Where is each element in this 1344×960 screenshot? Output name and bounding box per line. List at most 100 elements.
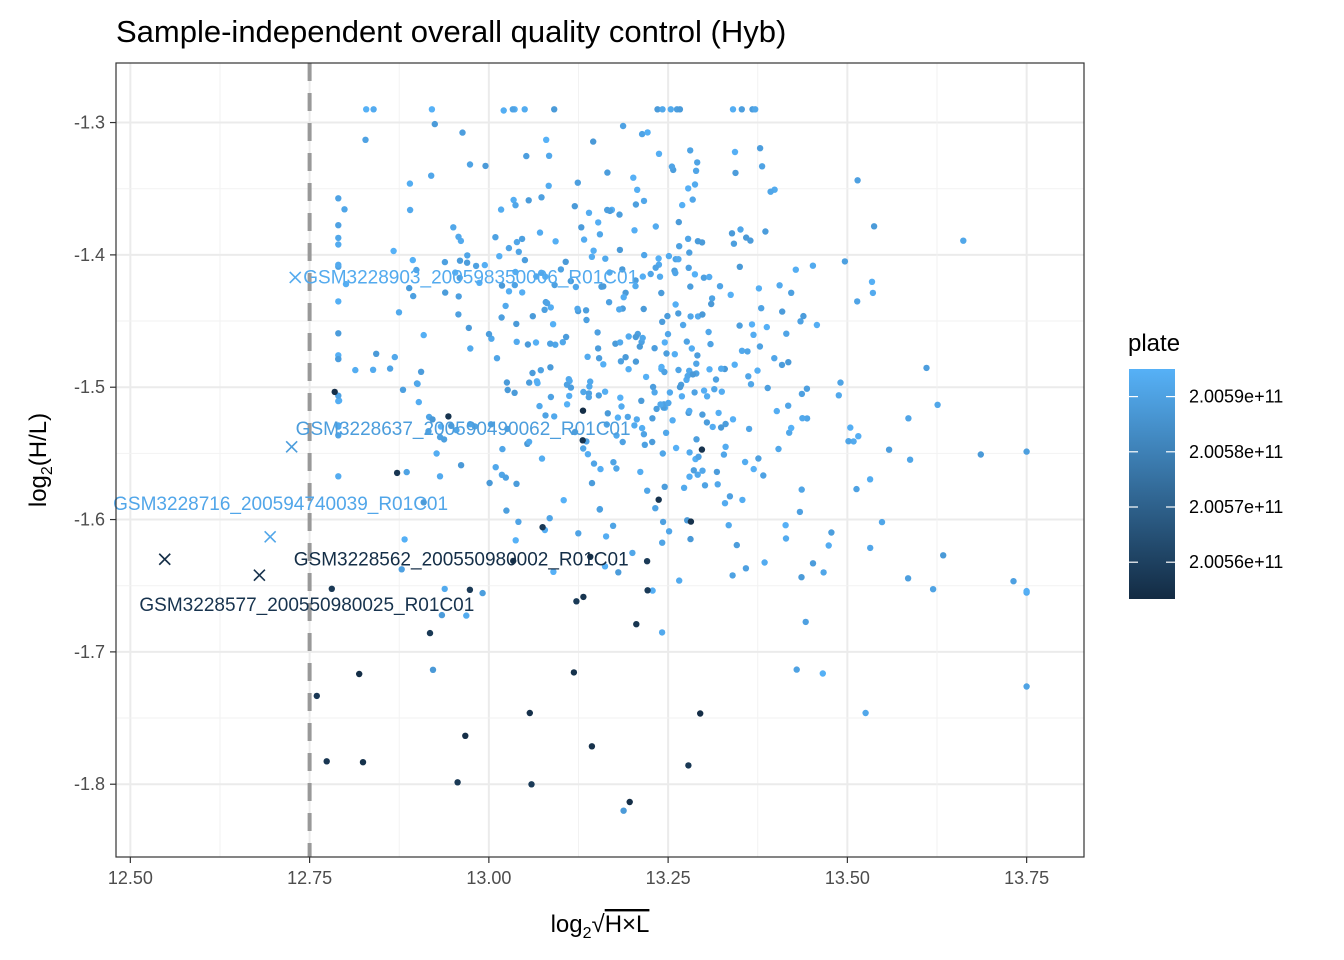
scatter-point xyxy=(513,480,520,487)
scatter-point xyxy=(732,169,739,177)
scatter-point xyxy=(524,341,532,348)
scatter-point xyxy=(438,611,446,619)
scatter-point xyxy=(654,106,661,113)
scatter-point xyxy=(538,194,545,201)
outlier-label: GSM3228903_200598350006_R01C01 xyxy=(303,267,638,288)
scatter-point xyxy=(547,340,554,347)
scatter-point xyxy=(940,552,947,559)
scatter-point xyxy=(505,288,513,295)
scatter-point xyxy=(659,106,666,113)
scatter-point xyxy=(729,106,737,113)
y-axis: -1.8 -1.7 -1.6 -1.5 -1.4 -1.3 xyxy=(74,113,116,794)
scatter-point xyxy=(492,234,499,241)
scatter-point xyxy=(630,174,637,181)
scatter-point xyxy=(641,441,648,448)
scatter-point xyxy=(579,437,586,444)
scatter-point xyxy=(750,465,757,473)
scatter-point xyxy=(813,321,821,329)
legend: plate 2.0059e+112.0058e+112.0057e+112.00… xyxy=(1128,330,1283,599)
scatter-point xyxy=(783,330,790,337)
scatter-point xyxy=(668,163,676,170)
scatter-point xyxy=(454,779,461,786)
scatter-point xyxy=(536,402,543,410)
outlier-label: GSM3228716_200594740039_R01C01 xyxy=(113,494,448,515)
grid xyxy=(116,63,1084,857)
scatter-point xyxy=(413,266,420,274)
scatter-point xyxy=(685,762,692,769)
scatter-point xyxy=(543,299,551,307)
scatter-point xyxy=(699,467,706,474)
scatter-point xyxy=(748,321,756,328)
scatter-point xyxy=(712,376,720,383)
scatter-point xyxy=(341,206,348,213)
scatter-point xyxy=(537,367,544,374)
legend-label: 2.0057e+11 xyxy=(1189,497,1283,517)
scatter-point xyxy=(550,568,557,575)
scatter-point xyxy=(742,565,750,572)
scatter-point xyxy=(793,666,800,673)
scatter-point xyxy=(708,300,715,308)
scatter-point xyxy=(699,411,706,418)
scatter-point xyxy=(453,426,460,434)
scatter-point xyxy=(661,483,668,490)
scatter-point xyxy=(652,505,659,512)
scatter-point xyxy=(672,301,679,308)
scatter-point xyxy=(715,409,722,417)
scatter-point xyxy=(741,458,749,466)
scatter-point xyxy=(721,500,729,507)
scatter-point xyxy=(590,138,597,145)
scatter-point xyxy=(580,236,588,243)
scatter-point xyxy=(580,593,587,601)
scatter-point xyxy=(809,560,817,567)
scatter-point xyxy=(760,472,767,479)
x-tick-label: 13.50 xyxy=(825,868,870,888)
scatter-point xyxy=(637,468,644,476)
scatter-point xyxy=(664,330,672,338)
plot-panel xyxy=(116,63,1084,857)
scatter-point xyxy=(703,419,711,426)
scatter-point xyxy=(728,230,736,237)
scatter-point xyxy=(543,136,550,143)
scatter-point xyxy=(700,387,708,394)
scatter-point xyxy=(643,558,651,565)
scatter-point xyxy=(493,355,501,362)
scatter-point xyxy=(313,692,320,700)
scatter-point xyxy=(667,106,674,113)
scatter-point xyxy=(440,436,448,443)
scatter-point xyxy=(472,262,480,270)
scatter-point xyxy=(729,572,736,579)
scatter-point xyxy=(661,339,668,346)
scatter-point xyxy=(686,249,693,256)
scatter-point xyxy=(803,385,811,392)
scatter-point xyxy=(342,280,350,288)
scatter-point xyxy=(335,195,342,202)
scatter-point xyxy=(738,347,746,354)
scatter-point xyxy=(596,231,604,238)
scatter-point xyxy=(788,424,795,432)
scatter-point xyxy=(335,298,342,305)
outlier-labels: GSM3228903_200598350006_R01C01 GSM3228637… xyxy=(113,267,638,616)
scatter-point xyxy=(457,462,465,469)
scatter-point xyxy=(775,445,782,453)
scatter-point xyxy=(676,383,684,391)
scatter-point xyxy=(590,247,597,254)
scatter-point xyxy=(536,229,544,236)
scatter-point xyxy=(725,522,732,529)
scatter-point xyxy=(662,429,670,436)
scatter-point xyxy=(618,403,625,410)
scatter-point xyxy=(644,587,651,594)
scatter-point xyxy=(512,268,519,276)
scatter-point xyxy=(456,274,463,281)
scatter-point xyxy=(657,401,664,408)
scatter-point xyxy=(512,202,519,209)
scatter-point xyxy=(639,273,646,280)
scatter-point xyxy=(655,496,662,503)
scatter-point xyxy=(651,389,658,396)
scatter-point xyxy=(549,321,557,328)
scatter-point xyxy=(923,364,930,372)
scatter-point xyxy=(610,459,617,466)
scatter-point xyxy=(441,585,448,593)
scatter-point xyxy=(686,407,693,415)
scatter-point xyxy=(782,522,789,529)
